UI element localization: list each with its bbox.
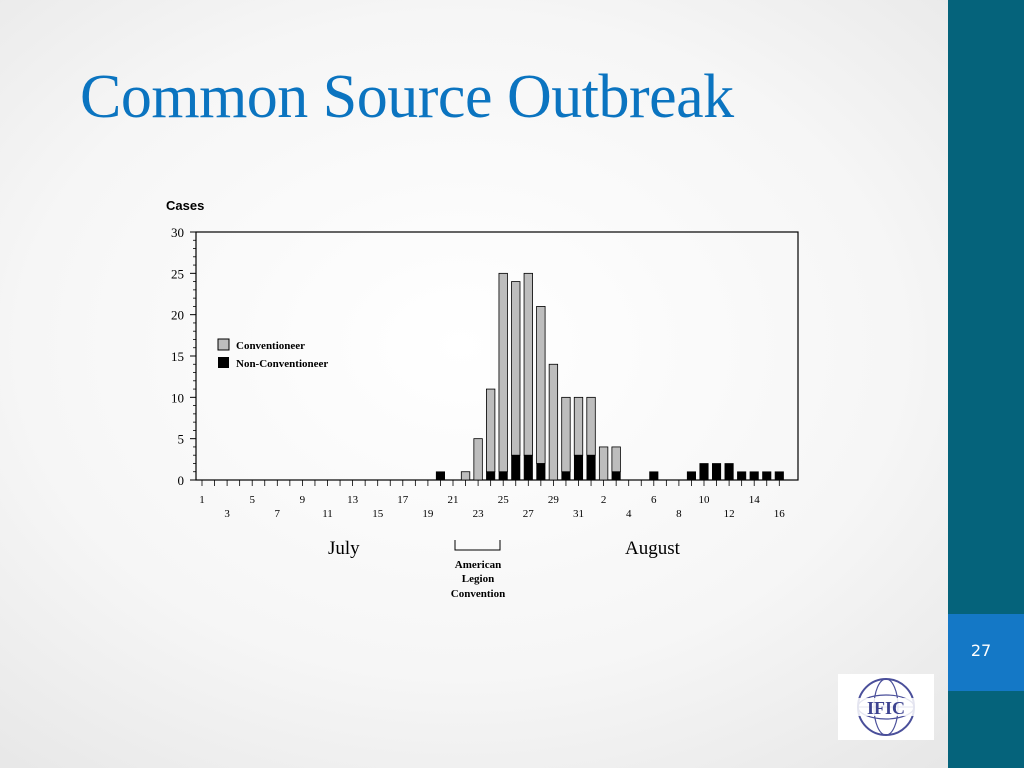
bar-non-conventioneer xyxy=(774,471,784,481)
bar-non-conventioneer xyxy=(649,471,659,481)
footer-date: …, 2013 xyxy=(40,716,86,730)
x-tick-label: 14 xyxy=(749,494,761,506)
bar-non-conventioneer xyxy=(686,471,697,481)
bar-non-conventioneer xyxy=(737,471,747,481)
x-tick-label: 21 xyxy=(448,494,459,506)
x-tick-label: 31 xyxy=(573,508,584,520)
slide-title: Common Source Outbreak xyxy=(80,63,734,131)
bar-non-conventioneer xyxy=(435,471,446,481)
bar-non-conventioneer xyxy=(699,463,709,481)
bar-non-conventioneer xyxy=(611,471,621,481)
x-tick-label: 10 xyxy=(699,494,711,506)
x-tick-label: 11 xyxy=(322,508,333,520)
x-tick-label: 7 xyxy=(275,508,281,520)
x-tick-label: 25 xyxy=(498,494,510,506)
bar-non-conventioneer xyxy=(762,471,772,481)
y-tick-label: 30 xyxy=(171,225,184,240)
bar-conventioneer xyxy=(598,446,609,481)
x-tick-label: 2 xyxy=(601,494,607,506)
y-tick-label: 0 xyxy=(178,473,185,488)
x-axis: 1 5 9 13 17 21 25 29 2 6 10 143 7 11 15 19 23 27 31 4 8 12 16 xyxy=(199,480,785,520)
bar-non-conventioneer xyxy=(749,471,759,481)
x-tick-label: 27 xyxy=(523,508,535,520)
plot-frame xyxy=(195,231,799,481)
bar-conventioneer xyxy=(586,396,596,456)
x-tick-label: 6 xyxy=(651,494,657,506)
convention-label-line-1: American xyxy=(455,559,501,571)
page-number-box xyxy=(948,614,1024,691)
x-tick-label: 29 xyxy=(548,494,560,506)
bars xyxy=(435,272,784,481)
x-tick-label: 17 xyxy=(397,494,409,506)
month-label-july: July xyxy=(328,538,360,559)
y-tick-label: 20 xyxy=(171,308,184,323)
bar-conventioneer xyxy=(498,272,508,473)
logo-acronym: IFIC xyxy=(867,698,905,718)
bar-non-conventioneer xyxy=(711,463,722,481)
bar-conventioneer xyxy=(523,272,533,456)
page-number: 27 xyxy=(970,641,992,660)
y-axis-label: Cases xyxy=(166,198,204,213)
legend-label-non-conventioneer: Non-Conventioneer xyxy=(236,358,328,370)
bar-non-conventioneer xyxy=(561,471,571,481)
convention-label-line-3: Convention xyxy=(451,588,505,600)
x-tick-label: 3 xyxy=(224,508,230,520)
x-tick-label: 9 xyxy=(300,494,306,506)
y-tick-label: 25 xyxy=(171,266,184,281)
bar-non-conventioneer xyxy=(511,454,521,481)
x-tick-label: 4 xyxy=(626,508,632,520)
bar-non-conventioneer xyxy=(573,454,584,481)
bar-conventioneer xyxy=(573,396,584,456)
x-tick-label: 15 xyxy=(372,508,384,520)
x-tick-label: 16 xyxy=(774,508,786,520)
bar-non-conventioneer xyxy=(536,463,546,481)
bar-conventioneer xyxy=(548,363,559,481)
x-tick-label: 8 xyxy=(676,508,682,520)
x-tick-label: 1 xyxy=(199,494,205,506)
bar-conventioneer xyxy=(561,396,571,473)
convention-bracket xyxy=(454,540,501,551)
bar-non-conventioneer xyxy=(486,471,496,481)
x-tick-label: 19 xyxy=(422,508,434,520)
legend-swatch-conventioneer xyxy=(217,338,230,351)
bar-conventioneer xyxy=(536,306,546,464)
bar-non-conventioneer xyxy=(523,454,533,481)
y-axis: 0 5 10 15 20 25 30 xyxy=(171,225,196,488)
bar-conventioneer xyxy=(460,471,471,481)
bar-conventioneer xyxy=(511,281,521,456)
legend-swatch-non-conventioneer xyxy=(218,357,229,368)
month-label-august: August xyxy=(625,538,681,559)
bar-conventioneer xyxy=(473,438,483,481)
ific-logo: IFIC xyxy=(838,674,934,740)
y-tick-label: 10 xyxy=(171,390,184,405)
bar-non-conventioneer xyxy=(498,471,508,481)
y-tick-label: 15 xyxy=(171,349,184,364)
bar-non-conventioneer xyxy=(724,463,734,481)
legend-label-conventioneer: Conventioneer xyxy=(236,340,305,352)
bar-conventioneer xyxy=(485,388,496,473)
bar-non-conventioneer xyxy=(586,454,596,481)
y-tick-label: 5 xyxy=(178,432,185,447)
x-tick-label: 5 xyxy=(249,494,255,506)
x-tick-label: 12 xyxy=(724,508,735,520)
bar-conventioneer xyxy=(611,446,621,473)
legend: Conventioneer Non-Conventioneer xyxy=(217,338,328,370)
x-tick-label: 23 xyxy=(473,508,485,520)
x-tick-label: 13 xyxy=(347,494,359,506)
convention-label-line-2: Legion xyxy=(462,573,494,585)
